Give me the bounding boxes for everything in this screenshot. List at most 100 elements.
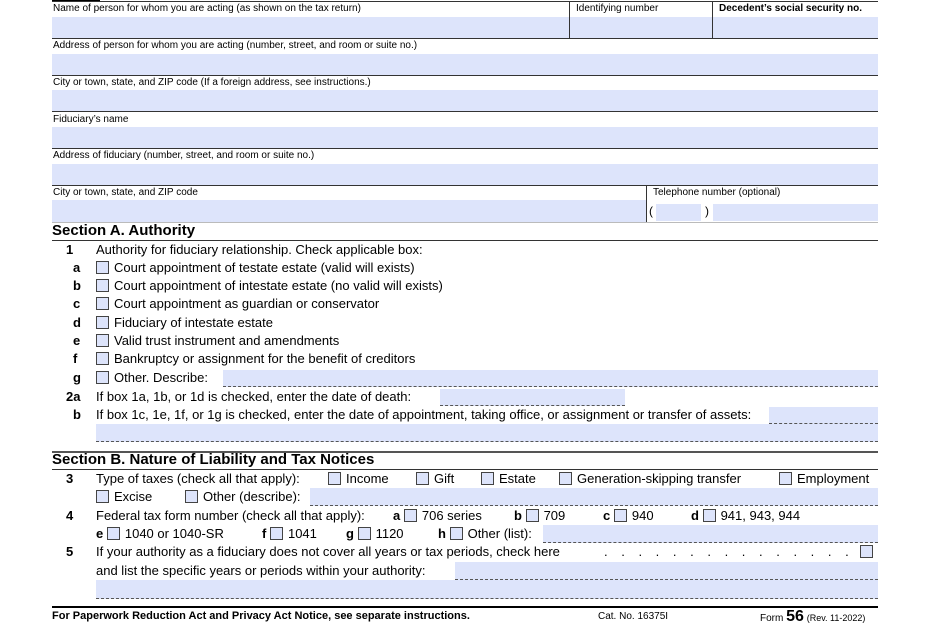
address-input[interactable] (52, 54, 878, 75)
item-letter: g (73, 370, 81, 385)
divider (646, 185, 647, 222)
checkbox-excise[interactable]: Excise (96, 489, 152, 504)
checkbox[interactable] (185, 490, 198, 503)
checkbox[interactable] (96, 371, 109, 384)
phone-number-input[interactable] (713, 204, 878, 221)
id-label: Identifying number (576, 3, 659, 14)
checkbox[interactable] (525, 509, 539, 522)
checkbox-estate[interactable]: Estate (481, 471, 536, 486)
line-number: 2a (66, 389, 81, 404)
divider (52, 111, 878, 112)
checkbox[interactable] (96, 297, 109, 310)
checkbox-gst[interactable]: Generation-skipping transfer (559, 471, 741, 486)
checkbox-authority-g[interactable]: Other. Describe: (96, 370, 208, 385)
checkbox[interactable] (328, 472, 341, 485)
name-input[interactable] (52, 17, 569, 38)
other-form-input[interactable] (543, 525, 878, 543)
fiduciary-address-label: Address of fiduciary (number, street, an… (53, 150, 315, 161)
checkbox[interactable] (860, 545, 873, 558)
line-number: b (73, 407, 81, 422)
checkbox[interactable] (96, 261, 109, 274)
checkbox-authority-d[interactable]: Fiduciary of intestate estate (96, 315, 273, 330)
checkbox-form-b[interactable]: b 709 (514, 508, 566, 523)
line-number: 5 (66, 544, 74, 559)
divider (52, 606, 878, 608)
checkbox[interactable] (269, 527, 283, 540)
fiduciary-address-input[interactable] (52, 164, 878, 185)
fiduciary-name-label: Fiduciary’s name (53, 114, 129, 125)
checkbox[interactable] (403, 509, 417, 522)
periods-input[interactable] (455, 562, 878, 580)
checkbox-gift[interactable]: Gift (416, 471, 454, 486)
periods-input-2[interactable] (96, 580, 878, 599)
checkbox-form-f[interactable]: f 1041 (262, 526, 317, 541)
divider (52, 38, 878, 39)
item-letter: d (73, 315, 81, 330)
divider (52, 185, 878, 186)
checkbox-form-c[interactable]: c 940 (603, 508, 654, 523)
checkbox[interactable] (96, 316, 109, 329)
checkbox-authority-c[interactable]: Court appointment as guardian or conserv… (96, 296, 379, 311)
line-number: 3 (66, 471, 74, 486)
checkbox-income[interactable]: Income (328, 471, 389, 486)
other-tax-input[interactable] (310, 488, 878, 506)
divider (569, 1, 570, 38)
checkbox[interactable] (96, 490, 109, 503)
line-4-text: Federal tax form number (check all that … (96, 508, 365, 523)
divider (712, 1, 713, 38)
date-of-death-input[interactable] (440, 389, 625, 406)
checkbox[interactable] (96, 352, 109, 365)
phone-paren-open: ( (649, 204, 653, 218)
line-5-text: If your authority as a fiduciary does no… (96, 544, 560, 559)
item-letter: e (73, 333, 81, 348)
checkbox[interactable] (106, 527, 120, 540)
form-id: Form 56 (Rev. 11-2022) (760, 608, 866, 625)
ssn-input[interactable] (713, 17, 878, 38)
checkbox[interactable] (357, 527, 371, 540)
divider (52, 148, 878, 149)
item-letter: b (73, 278, 81, 293)
line-3-text: Type of taxes (check all that apply): (96, 471, 300, 486)
checkbox[interactable] (416, 472, 429, 485)
checkbox-authority-b[interactable]: Court appointment of intestate estate (n… (96, 278, 443, 293)
address-label: Address of person for whom you are actin… (53, 40, 418, 51)
checkbox-employment[interactable]: Employment (779, 471, 869, 486)
checkbox-partial-periods[interactable] (860, 544, 878, 559)
checkbox[interactable] (779, 472, 792, 485)
cat-number: Cat. No. 16375I (598, 611, 669, 622)
line-number: 4 (66, 508, 74, 523)
checkbox[interactable] (96, 279, 109, 292)
line-2b-text: If box 1c, 1e, 1f, or 1g is checked, ent… (96, 407, 752, 422)
city-label: City or town, state, and ZIP code (If a … (53, 77, 371, 88)
checkbox[interactable] (481, 472, 494, 485)
ssn-label: Decedent’s social security no. (719, 3, 863, 14)
checkbox-form-g[interactable]: g 1120 (346, 526, 404, 541)
phone-label: Telephone number (optional) (653, 187, 781, 198)
city-input[interactable] (52, 90, 878, 111)
checkbox[interactable] (449, 527, 463, 540)
checkbox[interactable] (702, 509, 716, 522)
fiduciary-name-input[interactable] (52, 127, 878, 148)
checkbox-form-e[interactable]: e 1040 or 1040-SR (96, 526, 224, 541)
checkbox-form-d[interactable]: d 941, 943, 944 (691, 508, 801, 523)
name-label: Name of person for whom you are acting (… (53, 3, 361, 14)
identifying-number-input[interactable] (570, 17, 712, 38)
checkbox[interactable] (613, 509, 627, 522)
appointment-date-input-2[interactable] (96, 424, 878, 442)
divider (52, 240, 878, 241)
checkbox-authority-a[interactable]: Court appointment of testate estate (val… (96, 260, 415, 275)
checkbox-form-a[interactable]: a 706 series (393, 508, 482, 523)
checkbox-authority-e[interactable]: Valid trust instrument and amendments (96, 333, 339, 348)
line-number: 1 (66, 242, 74, 257)
fiduciary-city-input[interactable] (52, 200, 646, 222)
leader-dots: . . . . . . . . . . . . . . . (604, 544, 854, 559)
checkbox[interactable] (559, 472, 572, 485)
checkbox-authority-f[interactable]: Bankruptcy or assignment for the benefit… (96, 351, 415, 366)
other-describe-input[interactable] (223, 370, 878, 387)
phone-area-code-input[interactable] (656, 204, 701, 221)
checkbox[interactable] (96, 334, 109, 347)
checkbox-other-tax[interactable]: Other (describe): (185, 489, 301, 504)
checkbox-form-h[interactable]: h Other (list): (438, 526, 532, 541)
appointment-date-input[interactable] (769, 407, 878, 424)
divider (52, 451, 878, 453)
